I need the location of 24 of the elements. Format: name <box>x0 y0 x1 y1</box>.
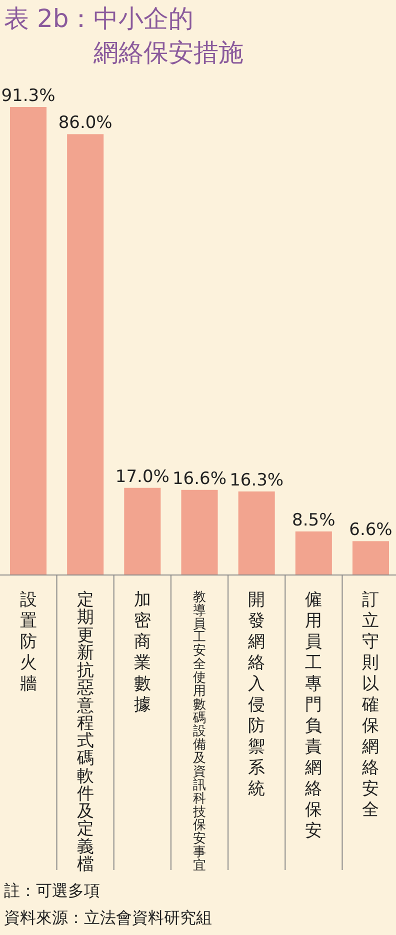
bar <box>181 490 218 575</box>
data-label: 91.3% <box>1 86 56 106</box>
category-label: 訂立守則以確保網絡安全 <box>362 590 380 820</box>
chart-title: 表 2b：中小企的網絡保安措施 <box>4 4 244 67</box>
data-label: 8.5% <box>292 510 336 530</box>
category-label: 開發網絡入侵防禦系統 <box>248 590 266 799</box>
bar <box>295 531 332 575</box>
category-label: 定期更新抗惡意程式碼軟件及定義檔 <box>76 590 94 874</box>
bar <box>238 491 275 575</box>
x-tick-label: 加密商業數據 <box>134 590 151 715</box>
category-label: 教導員工安全使用數碼設備及資訊科技保安事宜 <box>193 590 206 874</box>
text: 註：可選多項 <box>4 881 100 902</box>
data-label: 86.0% <box>58 113 112 134</box>
bar <box>352 541 390 575</box>
bar <box>67 134 104 575</box>
category-label: 僱用員工專門負責網絡保安 <box>305 590 322 841</box>
data-label: 16.6% <box>172 468 227 489</box>
bar <box>10 107 47 575</box>
x-tick-label: 設置防火牆 <box>20 590 37 694</box>
source-note: 資料來源：立法會資料研究組 <box>4 908 212 929</box>
bar <box>124 488 161 575</box>
data-label: 6.6% <box>349 520 392 540</box>
data-label: 17.0% <box>115 466 170 487</box>
data-label: 16.3% <box>230 470 284 490</box>
